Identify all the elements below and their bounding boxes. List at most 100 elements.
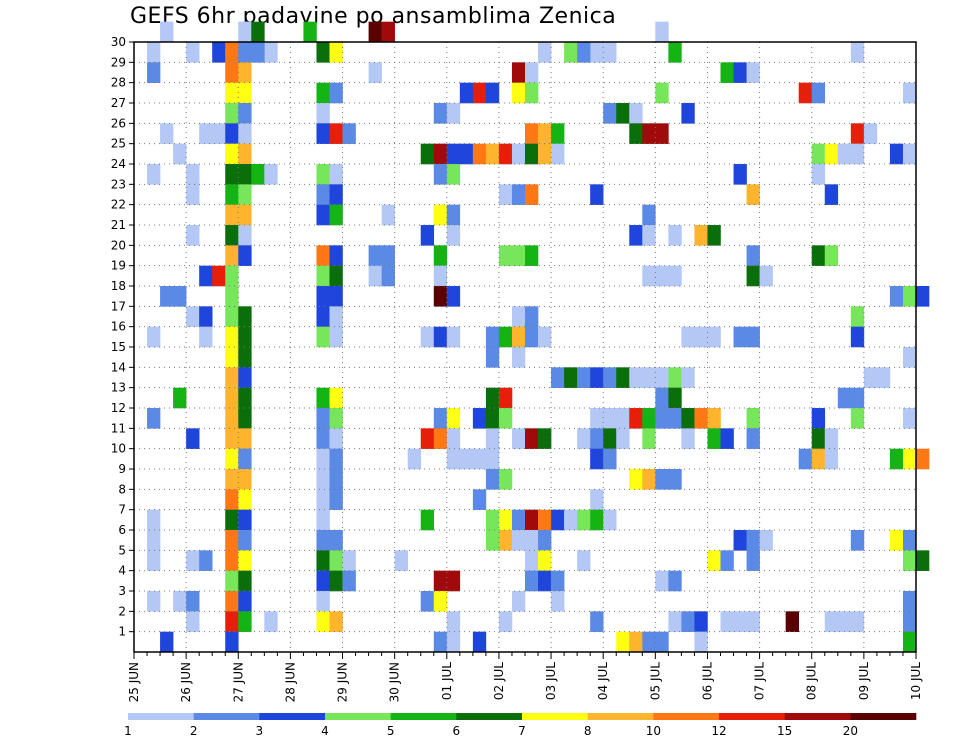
heatmap-cell [668, 225, 682, 246]
heatmap-cell [251, 42, 265, 63]
heatmap-cell [329, 42, 343, 63]
heatmap-cell [681, 428, 695, 449]
heatmap-cell [329, 204, 343, 226]
y-tick-label: 2 [118, 604, 126, 618]
heatmap-cell [668, 469, 682, 490]
y-tick-label: 7 [118, 503, 126, 517]
heatmap-cell [629, 367, 643, 388]
heatmap-cell [238, 489, 252, 510]
y-tick-label: 16 [111, 320, 126, 334]
heatmap-cell [147, 42, 161, 63]
heatmap-cell [681, 103, 695, 124]
heatmap-cell [446, 286, 461, 307]
heatmap-cell [564, 42, 578, 63]
heatmap-cell [316, 123, 330, 144]
heatmap-cell [225, 509, 239, 531]
heatmap-cell [525, 184, 539, 205]
heatmap-cell [238, 164, 252, 185]
heatmap-cell [446, 428, 461, 449]
heatmap-cell [225, 591, 239, 612]
heatmap-cell [485, 82, 500, 104]
heatmap-cell [746, 428, 760, 449]
heatmap-cell [525, 550, 539, 571]
heatmap-cell [225, 367, 239, 388]
heatmap-cell [329, 408, 343, 429]
heatmap-cell [668, 408, 682, 429]
heatmap-cell [316, 408, 330, 429]
y-tick-label: 30 [111, 35, 126, 49]
heatmap-cell [889, 286, 904, 307]
heatmap-cell [316, 428, 330, 449]
heatmap-cell [655, 387, 669, 409]
heatmap-cell [616, 367, 630, 388]
x-tick-label: 02 JUL [492, 662, 506, 700]
heatmap-cell [733, 530, 747, 551]
heatmap-cell [329, 489, 343, 510]
heatmap-cell [238, 570, 252, 592]
heatmap-cell [368, 265, 382, 287]
y-tick-label: 27 [111, 96, 126, 110]
heatmap-cell [498, 408, 513, 429]
heatmap-cell [186, 550, 200, 571]
heatmap-cell [316, 204, 330, 226]
heatmap-cell [511, 82, 526, 104]
heatmap-cell [160, 123, 174, 144]
heatmap-cells [147, 21, 930, 653]
heatmap-cell [199, 306, 213, 327]
heatmap-cell [642, 408, 656, 429]
heatmap-cell [811, 164, 826, 185]
heatmap-cell [485, 408, 500, 429]
y-tick-label: 14 [111, 360, 126, 374]
heatmap-cell [824, 428, 839, 449]
heatmap-cell [733, 326, 747, 348]
heatmap-cell [433, 428, 448, 449]
heatmap-cell [603, 103, 617, 124]
heatmap-cell [511, 326, 526, 348]
heatmap-cell [433, 164, 448, 185]
heatmap-cell [212, 265, 226, 287]
x-tick-label: 28 JUN [283, 662, 297, 702]
heatmap-cell [225, 347, 239, 368]
heatmap-cell [329, 164, 343, 185]
heatmap-cell [498, 245, 513, 266]
heatmap-cell [902, 408, 917, 429]
colorbar-swatch [456, 713, 523, 720]
heatmap-cell [199, 123, 213, 144]
heatmap-cell [238, 448, 252, 470]
heatmap-cell [225, 631, 239, 653]
heatmap-cell [498, 530, 513, 551]
heatmap-cell [811, 143, 826, 165]
heatmap-cell [433, 103, 448, 124]
heatmap-cell [746, 265, 760, 287]
heatmap-cell [681, 408, 695, 429]
heatmap-cell [147, 326, 161, 348]
heatmap-cell [668, 265, 682, 287]
heatmap-cell [642, 123, 656, 144]
heatmap-cell [433, 143, 448, 165]
heatmap-cell [446, 103, 461, 124]
heatmap-cell [186, 428, 200, 449]
x-axis: 25 JUN 26 JUN 27 JUN 28 JUN 29 JUN 30 JUN 01 J… [127, 652, 923, 702]
heatmap-cell [642, 265, 656, 287]
x-tick-label: 07 JUL [753, 662, 767, 700]
heatmap-cell [603, 448, 617, 470]
heatmap-cell [511, 591, 526, 612]
heatmap-cell [225, 62, 239, 83]
heatmap-cell [629, 103, 643, 124]
heatmap-cell [694, 326, 708, 348]
x-tick-label: 26 JUN [179, 662, 193, 702]
heatmap-cell [837, 143, 852, 165]
heatmap-cell [173, 387, 187, 409]
x-tick-label: 27 JUN [231, 662, 245, 702]
heatmap-cell [160, 286, 174, 307]
heatmap-cell [238, 143, 252, 165]
heatmap-cell [316, 245, 330, 266]
heatmap-cell [707, 326, 721, 348]
colorbar-label: 10 [646, 724, 661, 738]
grid-lines [134, 42, 917, 652]
heatmap-cell [511, 428, 526, 449]
heatmap-cell [837, 611, 852, 632]
heatmap-cell [511, 306, 526, 327]
heatmap-cell [238, 509, 252, 531]
y-tick-label: 26 [111, 116, 126, 130]
